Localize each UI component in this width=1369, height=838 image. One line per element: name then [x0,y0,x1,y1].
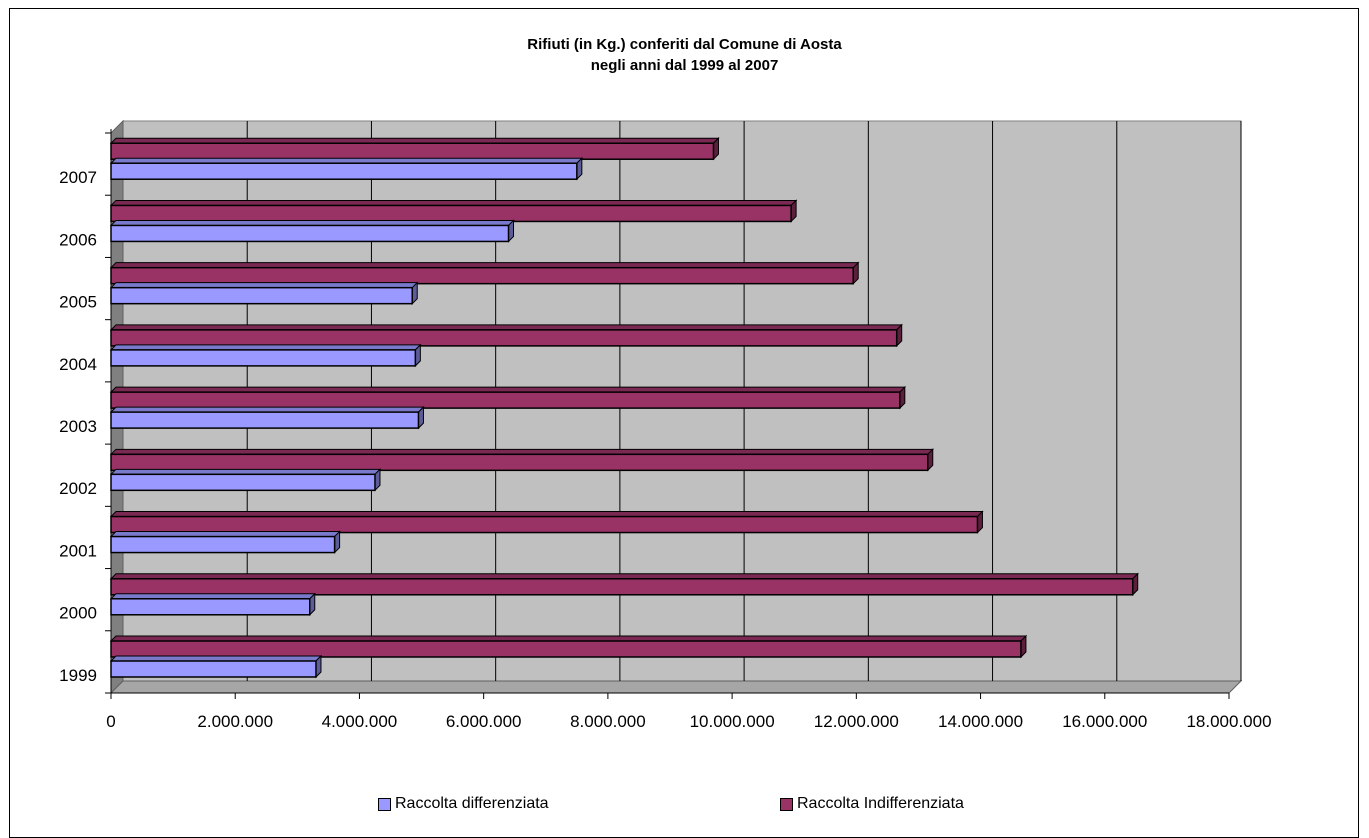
y-tick-label: 2000 [59,604,97,623]
bar-indifferenziata-2001 [110,515,979,534]
x-tick-label: 10.000.000 [690,712,775,731]
bar-differenziata-2002 [110,473,376,492]
bar-indifferenziata-2003 [110,391,901,409]
legend-item-differenziata: Raccolta differenziata [378,795,549,813]
y-tick-label: 1999 [59,666,97,685]
chart-subtitle: negli anni dal 1999 al 2007 [590,57,779,74]
legend-swatch-indifferenziata [780,797,793,811]
legend-swatch-differenziata [378,797,391,811]
x-tick-label: 8.000.000 [570,712,646,731]
y-tick-label: 2001 [59,541,97,560]
y-tick-label: 2007 [59,168,97,187]
x-tick-label: 2.000.000 [197,712,273,731]
bar-differenziata-2001 [110,535,336,554]
bar-indifferenziata-1999 [110,640,1022,658]
y-tick-label: 2002 [59,479,97,498]
y-tick-label: 2003 [59,417,97,436]
bar-differenziata-2006 [110,224,510,243]
bar-indifferenziata-2007 [110,142,715,160]
x-tick-label: 16.000.000 [1062,712,1147,731]
x-tick-label: 0 [106,712,115,731]
bar-indifferenziata-2006 [110,204,792,223]
y-tick-label: 2004 [59,355,97,374]
bar-differenziata-2007 [110,162,578,180]
y-tick-label: 2005 [59,293,97,312]
x-tick-label: 14.000.000 [938,712,1023,731]
bar-chart: 0 2.000.000 4.000.000 6.000.000 8.000.000 10.… [59,119,1272,731]
bar-differenziata-2005 [110,286,413,305]
bar-differenziata-2004 [110,349,417,367]
legend-label-indifferenziata: Raccolta Indifferenziata [797,795,964,812]
bar-differenziata-1999 [110,660,317,678]
x-tick-label: 6.000.000 [446,712,522,731]
plot-floor [109,680,1243,694]
bar-differenziata-2000 [110,598,311,616]
bar-indifferenziata-2004 [110,329,898,347]
bar-indifferenziata-2002 [110,453,929,472]
x-tick-label: 18.000.000 [1186,712,1271,731]
bar-indifferenziata-2000 [110,578,1134,596]
x-tick-label: 12.000.000 [814,712,899,731]
chart-title: Rifiuti (in Kg.) conferiti dal Comune di… [527,36,842,53]
y-tick-label: 2006 [59,230,97,249]
x-tick-label: 4.000.000 [322,712,398,731]
legend-label-differenziata: Raccolta differenziata [395,795,549,812]
bar-indifferenziata-2005 [110,266,854,285]
legend-item-indifferenziata: Raccolta Indifferenziata [780,795,964,813]
bar-differenziata-2003 [110,411,420,429]
